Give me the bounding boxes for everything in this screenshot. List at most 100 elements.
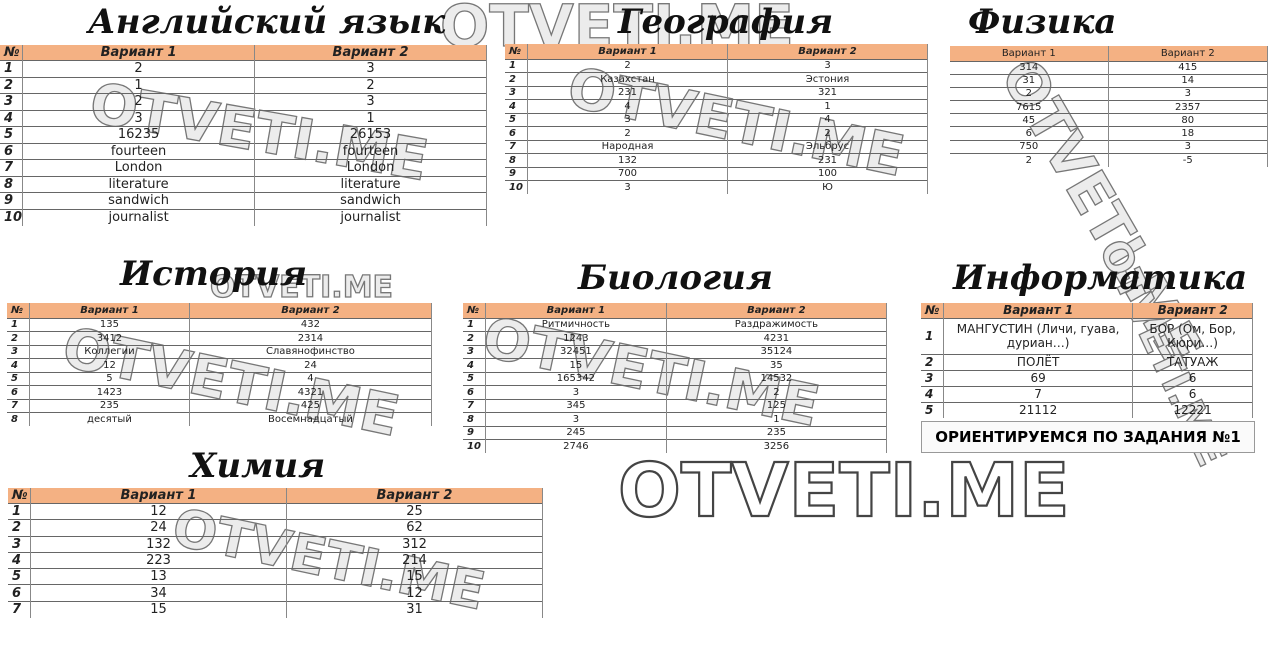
row-number: 1 [8, 502, 31, 520]
answer-variant-1: 345 [485, 398, 667, 413]
answer-variant-1: 24 [30, 519, 287, 537]
answer-variant-1: 31 [950, 73, 1109, 88]
answer-variant-1: 235 [29, 398, 190, 413]
answer-variant-2: London [254, 159, 487, 176]
header-number: № [921, 303, 944, 318]
geography-table: № Вариант 1 Вариант 2 1 2 3 2 Казахстан Эстония 3… [505, 44, 928, 194]
answer-variant-2: -5 [1108, 152, 1269, 167]
history-table: № Вариант 1 Вариант 2 1 135 432 2 3412 2314 3 Колл… [7, 303, 433, 426]
row-number: 5 [7, 371, 30, 386]
answer-variant-2: 231 [727, 153, 928, 167]
row-number: 4 [8, 551, 31, 569]
header-variant-1: Вариант 1 [943, 303, 1134, 318]
table-row: 1 Ритмичность Раздражимость [463, 317, 888, 332]
answer-variant-1: 7615 [950, 100, 1109, 114]
answer-variant-2: 1 [666, 412, 888, 426]
row-number: 7 [505, 139, 528, 154]
answer-variant-2: 3 [727, 58, 928, 73]
biology-title: Биология [578, 258, 773, 298]
row-number: 1 [921, 317, 944, 354]
table-row: 6 34 12 [8, 584, 543, 602]
history-title: История [120, 254, 308, 294]
informatics-table: № Вариант 1 Вариант 2 1 МАНГУСТИН (Личи, гуа… [921, 303, 1253, 418]
answer-variant-1: 2 [22, 60, 256, 77]
answer-variant-1: 2 [950, 86, 1109, 101]
table-row: 8 132 231 [505, 153, 928, 167]
answer-variant-2: 35124 [666, 344, 888, 359]
table-row: 3 32451 35124 [463, 344, 888, 359]
row-number: 10 [463, 439, 486, 453]
header-variant-2: Вариант 2 [254, 45, 487, 61]
header-variant-2: Вариант 2 [189, 303, 433, 318]
table-row: 5 165342 14532 [463, 371, 888, 386]
row-number: 5 [921, 401, 944, 418]
physics-title: Физика [968, 2, 1117, 42]
row-number: 4 [505, 99, 528, 113]
table-row: 9 sandwich sandwich [0, 192, 487, 209]
row-number: 1 [7, 317, 30, 332]
answer-variant-2: 321 [727, 85, 928, 100]
answer-variant-1: 2746 [485, 439, 667, 453]
answer-variant-1: 223 [30, 551, 287, 569]
table-row: 10 2746 3256 [463, 439, 888, 453]
answer-variant-2: ТАТУАЖ [1132, 353, 1253, 370]
answer-variant-1: Народная [527, 139, 728, 154]
answer-variant-1: 245 [485, 425, 667, 440]
answer-variant-1: 3 [527, 112, 728, 127]
table-row: 3 69 6 [921, 369, 1253, 386]
row-number: 9 [0, 192, 24, 209]
row-number: 4 [0, 109, 24, 127]
table-row: 6 1423 4321 [7, 385, 433, 399]
row-number: 10 [0, 208, 24, 226]
table-row: 7 London London [0, 159, 487, 176]
row-number: 5 [8, 568, 31, 585]
row-number: 3 [921, 369, 944, 386]
row-number: 7 [7, 398, 30, 413]
table-row: 31 14 [950, 73, 1269, 88]
row-number: 8 [505, 153, 528, 167]
answer-variant-1: journalist [22, 208, 256, 226]
table-row: 2 1243 4231 [463, 331, 888, 345]
row-number: 1 [505, 58, 528, 73]
geography-title: География [618, 2, 834, 42]
answer-variant-2: literature [254, 175, 487, 193]
answer-variant-2: 35 [666, 358, 888, 372]
english-title: Английский язык [88, 2, 446, 42]
row-number: 8 [0, 175, 24, 193]
row-number: 9 [463, 425, 486, 440]
header-variant-2: Вариант 2 [727, 44, 928, 59]
row-number: 5 [505, 112, 528, 127]
answer-variant-2: Эстония [727, 72, 928, 86]
answer-variant-1: 32451 [485, 344, 667, 359]
answer-variant-1: 3 [485, 412, 667, 426]
row-number: 7 [463, 398, 486, 413]
table-row: 7 15 31 [8, 600, 543, 618]
answer-variant-1: 2 [950, 152, 1109, 167]
answer-variant-2: 12221 [1132, 401, 1253, 418]
table-row: 314 415 [950, 60, 1269, 75]
answer-variant-2: 31 [286, 600, 543, 618]
row-number: 1 [0, 60, 24, 77]
answer-variant-1: 165342 [485, 371, 667, 386]
answer-variant-1: fourteen [22, 142, 256, 160]
row-number: 3 [505, 85, 528, 100]
answer-variant-1: 13 [30, 568, 287, 585]
answer-variant-2: 2 [727, 126, 928, 140]
row-number: 2 [7, 331, 30, 345]
answer-variant-2: 425 [189, 398, 433, 413]
watermark-large: OTVETI.ME [617, 447, 1071, 535]
answer-variant-2: Восемнадцатый [189, 412, 433, 426]
table-row: 1 135 432 [7, 317, 433, 332]
answer-variant-1: 231 [527, 85, 728, 100]
row-number: 2 [0, 76, 24, 94]
answer-variant-2: 3 [1108, 86, 1269, 101]
answer-variant-2: 15 [286, 568, 543, 585]
answer-variant-2: 1 [254, 109, 487, 127]
header-row: Вариант 1 Вариант 2 [950, 46, 1269, 61]
